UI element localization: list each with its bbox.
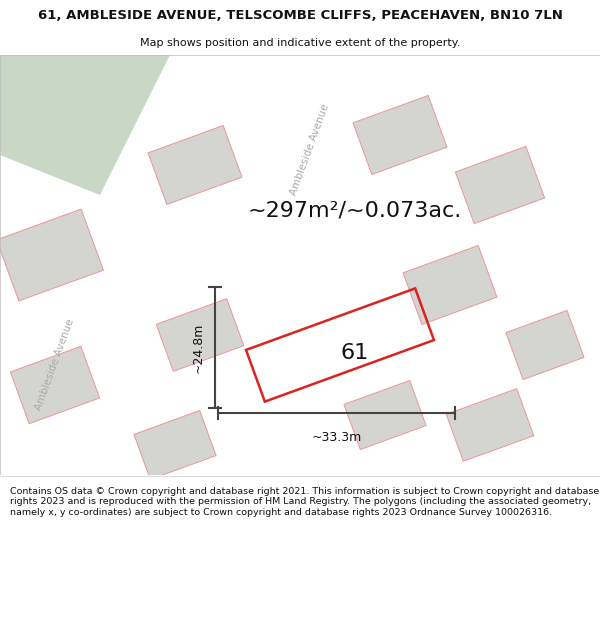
Polygon shape bbox=[0, 209, 103, 301]
Text: Map shows position and indicative extent of the property.: Map shows position and indicative extent… bbox=[140, 38, 460, 48]
Polygon shape bbox=[10, 346, 100, 424]
Polygon shape bbox=[148, 126, 242, 204]
Polygon shape bbox=[446, 389, 534, 461]
Polygon shape bbox=[506, 311, 584, 379]
Polygon shape bbox=[230, 55, 490, 475]
Text: Ambleside Avenue: Ambleside Avenue bbox=[289, 103, 331, 197]
Polygon shape bbox=[134, 411, 216, 479]
Polygon shape bbox=[0, 55, 170, 195]
Polygon shape bbox=[156, 299, 244, 371]
Text: 61: 61 bbox=[341, 343, 369, 363]
Text: ~33.3m: ~33.3m bbox=[311, 431, 362, 444]
Text: 61, AMBLESIDE AVENUE, TELSCOMBE CLIFFS, PEACEHAVEN, BN10 7LN: 61, AMBLESIDE AVENUE, TELSCOMBE CLIFFS, … bbox=[38, 9, 562, 22]
Text: Ambleside Avenue: Ambleside Avenue bbox=[34, 318, 76, 412]
Text: ~24.8m: ~24.8m bbox=[192, 322, 205, 372]
Polygon shape bbox=[455, 146, 545, 224]
Polygon shape bbox=[344, 381, 426, 449]
Text: ~297m²/~0.073ac.: ~297m²/~0.073ac. bbox=[248, 200, 462, 220]
Polygon shape bbox=[0, 55, 270, 475]
Text: Contains OS data © Crown copyright and database right 2021. This information is : Contains OS data © Crown copyright and d… bbox=[10, 487, 599, 517]
Polygon shape bbox=[403, 246, 497, 324]
Polygon shape bbox=[353, 96, 447, 174]
